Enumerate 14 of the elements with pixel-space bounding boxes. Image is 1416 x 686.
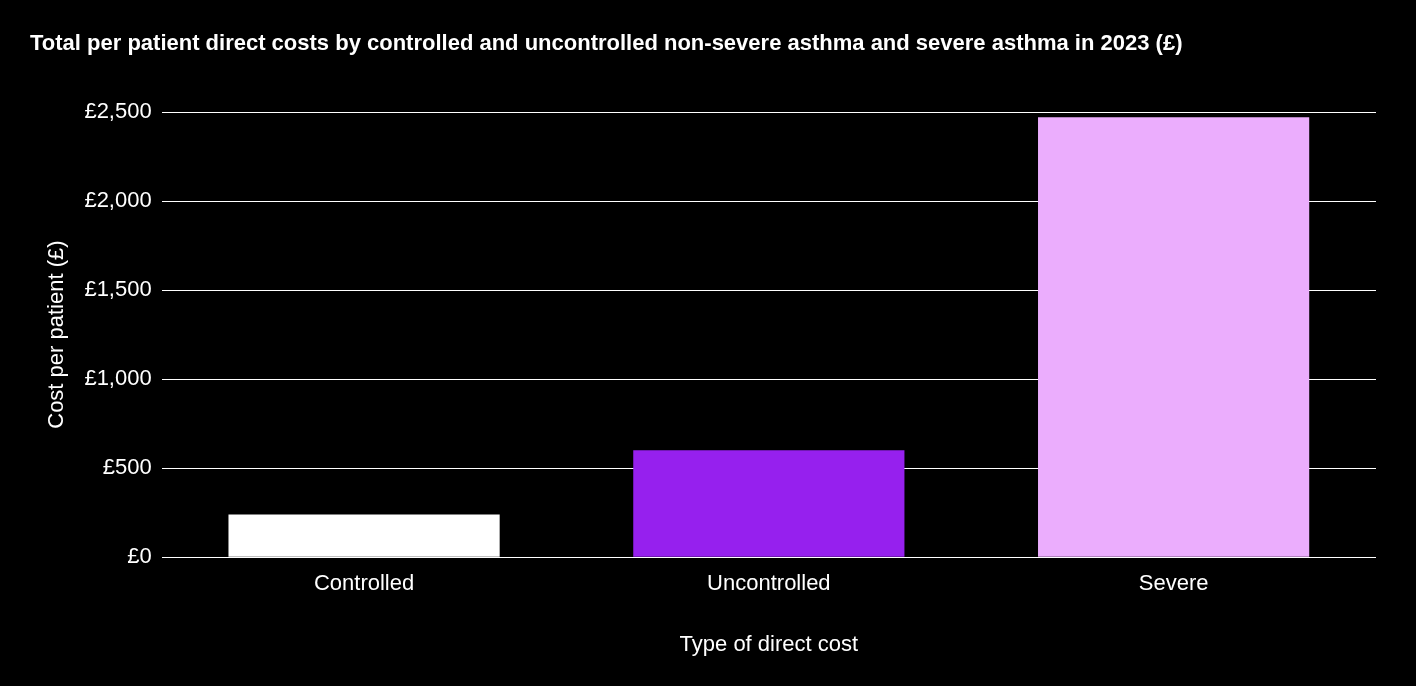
y-tick-label: £1,000 [84,365,152,391]
x-axis-title: Type of direct cost [679,630,859,656]
bar [633,450,905,557]
x-tick-label: Severe [1138,570,1209,596]
y-tick-label: £2,000 [84,187,152,213]
y-tick-label: £1,500 [84,276,152,302]
y-axis-title: Cost per patient (£) [43,240,69,429]
x-tick-label: Uncontrolled [707,570,831,596]
bar [1038,117,1310,557]
y-tick-label: £500 [102,454,152,480]
y-tick-label: £0 [127,543,152,569]
chart-title: Total per patient direct costs by controlled and uncontrolled non-severe asthma and severe asthma in 2023 (£) [29,29,1184,57]
y-tick-label: £2,500 [84,98,152,124]
x-tick-label: Controlled [313,570,415,596]
